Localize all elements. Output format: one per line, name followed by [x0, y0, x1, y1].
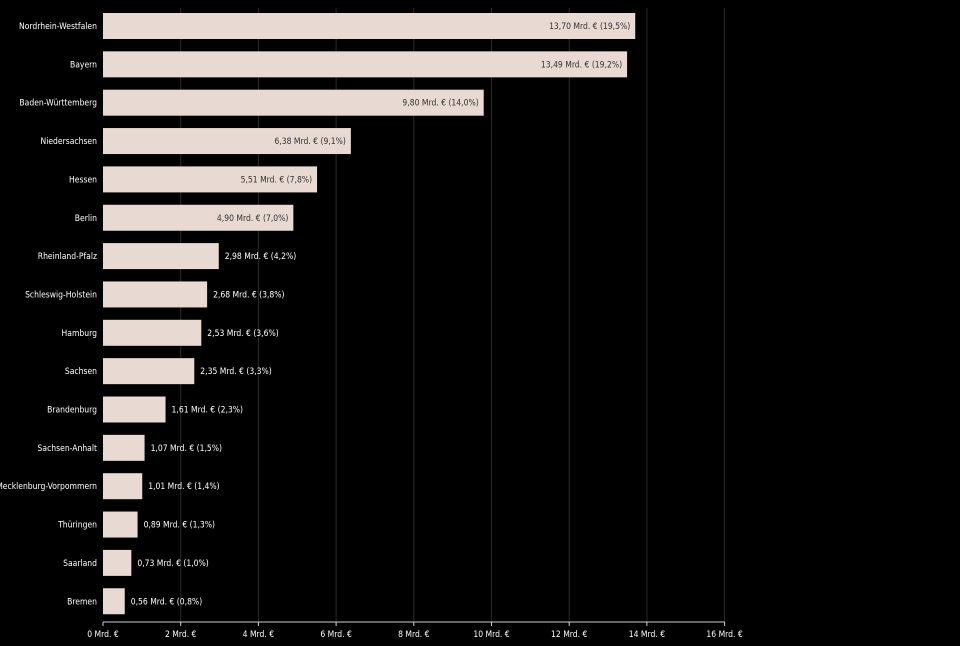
data-label: 6,38 Mrd. € (9,1%)	[274, 137, 345, 147]
data-label: 1,61 Mrd. € (2,3%)	[172, 406, 243, 416]
bar	[103, 13, 636, 39]
category-label: Sachsen	[65, 367, 97, 377]
data-label: 2,35 Mrd. € (3,3%)	[200, 367, 271, 377]
x-axis: 0 Mrd. € 2 Mrd. € 4 Mrd. € 6 Mrd. € 8 Mrd. €…	[87, 621, 743, 640]
x-tick-label: 14 Mrd. €	[629, 630, 665, 640]
category-label: Hamburg	[62, 329, 98, 339]
category-label: Berlin	[75, 214, 97, 224]
category-label: Nordrhein-Westfalen	[19, 22, 97, 32]
bar	[103, 51, 628, 78]
bar	[103, 396, 166, 423]
x-tick-label: 4 Mrd. €	[243, 630, 275, 640]
bar	[103, 588, 125, 615]
data-label: 13,49 Mrd. € (19,2%)	[541, 60, 622, 70]
category-label: Thüringen	[57, 521, 97, 531]
x-tick-label: 2 Mrd. €	[165, 630, 197, 640]
data-label: 0,89 Mrd. € (1,3%)	[144, 521, 215, 531]
category-label: Baden-Württemberg	[19, 99, 97, 109]
bar	[103, 358, 195, 385]
category-label: Rheinland-Pfalz	[38, 252, 97, 262]
x-tick-label: 12 Mrd. €	[551, 630, 587, 640]
bar	[103, 319, 202, 346]
x-tick-label: 0 Mrd. €	[87, 630, 119, 640]
bar	[103, 281, 208, 308]
bar	[103, 473, 143, 500]
bar	[103, 204, 294, 231]
bar	[103, 128, 351, 155]
category-label: Saarland	[63, 559, 97, 569]
category-label: Brandenburg	[47, 406, 97, 416]
bar	[103, 549, 132, 576]
data-label: 5,51 Mrd. € (7,8%)	[241, 175, 312, 185]
category-label: Niedersachsen	[40, 137, 97, 147]
data-label: 1,01 Mrd. € (1,4%)	[148, 482, 219, 492]
data-label: 0,73 Mrd. € (1,0%)	[137, 559, 208, 569]
category-label: Sachsen-Anhalt	[38, 444, 97, 454]
category-labels: Nordrhein-Westfalen Bayern Baden-Württembe…	[0, 22, 97, 607]
bar	[103, 511, 138, 538]
bars	[103, 13, 636, 615]
x-tick-label: 6 Mrd. €	[320, 630, 352, 640]
bar	[103, 89, 484, 116]
data-label: 0,56 Mrd. € (0,8%)	[131, 597, 202, 607]
data-label: 2,68 Mrd. € (3,8%)	[213, 290, 284, 300]
category-label: Bayern	[70, 60, 97, 70]
data-labels: 13,70 Mrd. € (19,5%) 13,49 Mrd. € (19,2%)…	[131, 22, 630, 607]
data-label: 13,70 Mrd. € (19,5%)	[549, 22, 630, 32]
x-tick-label: 10 Mrd. €	[473, 630, 509, 640]
data-label: 4,90 Mrd. € (7,0%)	[217, 214, 288, 224]
x-tick-label: 8 Mrd. €	[398, 630, 430, 640]
data-label: 1,07 Mrd. € (1,5%)	[151, 444, 222, 454]
data-label: 2,98 Mrd. € (4,2%)	[225, 252, 296, 262]
bar	[103, 243, 219, 270]
bar	[103, 166, 318, 193]
data-label: 2,53 Mrd. € (3,6%)	[207, 329, 278, 339]
x-tick-label: 16 Mrd. €	[706, 630, 742, 640]
category-label: Schleswig-Holstein	[25, 290, 97, 300]
category-label: Hessen	[69, 175, 97, 185]
category-label: Bremen	[67, 597, 97, 607]
category-label: Mecklenburg-Vorpommern	[0, 482, 97, 492]
data-label: 9,80 Mrd. € (14,0%)	[402, 99, 478, 109]
bar	[103, 434, 145, 461]
